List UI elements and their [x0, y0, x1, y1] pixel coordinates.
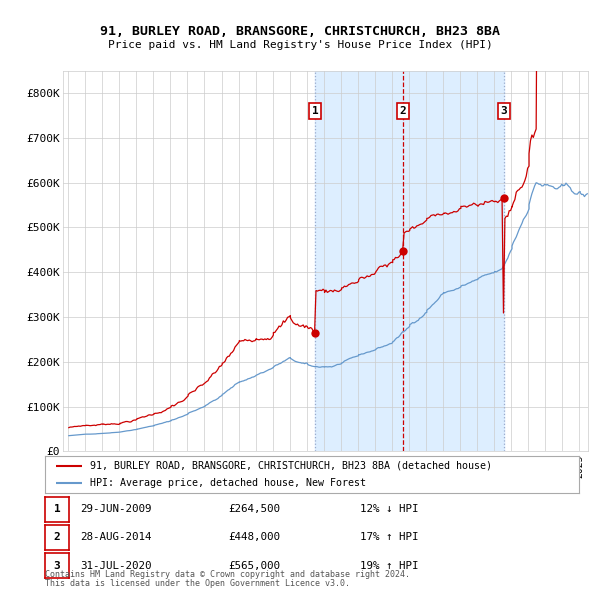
- Text: 19% ↑ HPI: 19% ↑ HPI: [360, 561, 419, 571]
- Text: 2: 2: [53, 533, 61, 542]
- Text: This data is licensed under the Open Government Licence v3.0.: This data is licensed under the Open Gov…: [45, 579, 350, 588]
- Text: 28-AUG-2014: 28-AUG-2014: [80, 533, 151, 542]
- Text: 29-JUN-2009: 29-JUN-2009: [80, 504, 151, 514]
- Text: £565,000: £565,000: [228, 561, 280, 571]
- Text: 17% ↑ HPI: 17% ↑ HPI: [360, 533, 419, 542]
- Text: 12% ↓ HPI: 12% ↓ HPI: [360, 504, 419, 514]
- Text: 2: 2: [400, 106, 406, 116]
- Text: 3: 3: [501, 106, 508, 116]
- Bar: [315, 71, 504, 451]
- Text: 3: 3: [53, 561, 61, 571]
- Text: 1: 1: [312, 106, 319, 116]
- Text: 91, BURLEY ROAD, BRANSGORE, CHRISTCHURCH, BH23 8BA (detached house): 91, BURLEY ROAD, BRANSGORE, CHRISTCHURCH…: [91, 461, 493, 471]
- Text: Price paid vs. HM Land Registry's House Price Index (HPI): Price paid vs. HM Land Registry's House …: [107, 40, 493, 50]
- Text: Contains HM Land Registry data © Crown copyright and database right 2024.: Contains HM Land Registry data © Crown c…: [45, 571, 410, 579]
- Text: £264,500: £264,500: [228, 504, 280, 514]
- Text: HPI: Average price, detached house, New Forest: HPI: Average price, detached house, New …: [91, 478, 367, 488]
- Text: £448,000: £448,000: [228, 533, 280, 542]
- Text: 91, BURLEY ROAD, BRANSGORE, CHRISTCHURCH, BH23 8BA: 91, BURLEY ROAD, BRANSGORE, CHRISTCHURCH…: [100, 25, 500, 38]
- Text: 31-JUL-2020: 31-JUL-2020: [80, 561, 151, 571]
- Text: 1: 1: [53, 504, 61, 514]
